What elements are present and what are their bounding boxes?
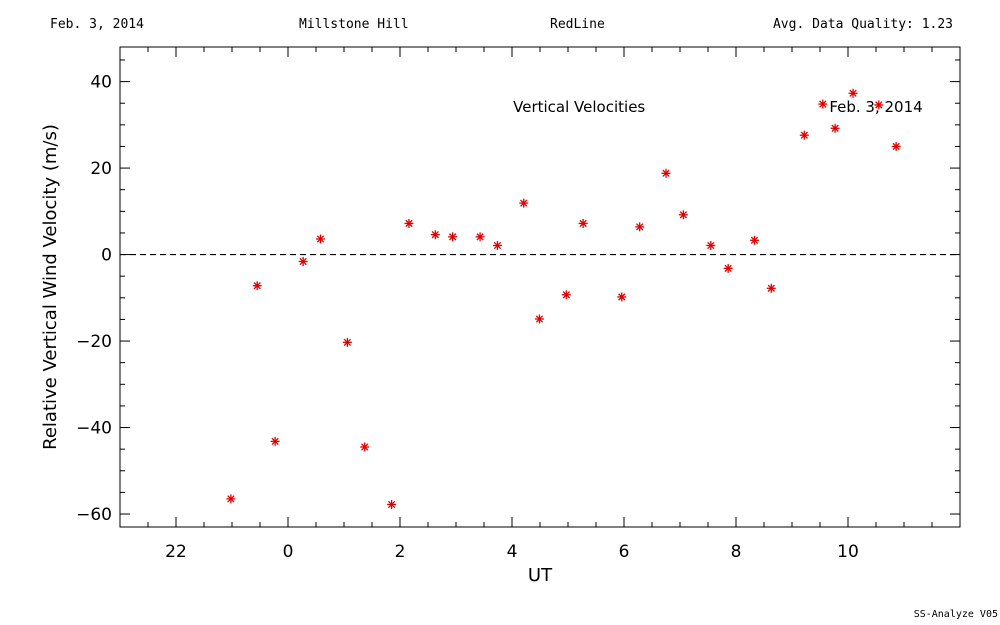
data-point — [226, 494, 236, 504]
x-tick-label: 2 — [395, 542, 406, 562]
data-point — [534, 314, 544, 324]
data-point — [723, 263, 733, 273]
x-tick-label: 4 — [507, 542, 518, 562]
data-point — [315, 234, 325, 244]
y-axis-label: Relative Vertical Wind Velocity (m/s) — [40, 124, 61, 450]
x-axis-label: UT — [528, 565, 553, 586]
data-point — [430, 230, 440, 240]
data-point — [342, 337, 352, 347]
data-point — [678, 210, 688, 220]
y-tick-label: 40 — [90, 73, 112, 93]
data-point — [766, 283, 776, 293]
data-point — [891, 141, 901, 151]
data-point — [818, 99, 828, 109]
y-tick-label: 0 — [101, 246, 112, 266]
data-point — [617, 292, 627, 302]
data-point — [830, 123, 840, 133]
data-point — [635, 222, 645, 232]
annotation-chart-date: Feb. 3, 2014 — [829, 98, 922, 116]
y-tick-label: 20 — [90, 159, 112, 179]
header-date: Feb. 3, 2014 — [50, 17, 144, 32]
data-point — [749, 235, 759, 245]
data-point — [252, 281, 262, 291]
x-tick-label: 8 — [731, 542, 742, 562]
data-point — [360, 442, 370, 452]
data-point — [661, 168, 671, 178]
software-version: SS-Analyze V05 — [913, 609, 998, 620]
x-tick-label: 10 — [837, 542, 859, 562]
header-site: Millstone Hill — [299, 17, 409, 32]
x-tick-label: 22 — [165, 542, 187, 562]
y-tick-label: −60 — [76, 505, 112, 525]
data-point — [799, 130, 809, 140]
data-point — [404, 218, 414, 228]
y-tick-label: −20 — [76, 332, 112, 352]
x-tick-label: 6 — [619, 542, 630, 562]
data-point — [387, 500, 397, 510]
data-point — [492, 240, 502, 250]
data-point — [448, 232, 458, 242]
plot-frame — [119, 46, 961, 528]
data-point — [270, 436, 280, 446]
data-point — [298, 256, 308, 266]
data-point — [578, 218, 588, 228]
header-filter: RedLine — [550, 17, 605, 32]
header-data-quality: Avg. Data Quality: 1.23 — [772, 17, 953, 32]
data-point — [848, 88, 858, 98]
data-point — [874, 100, 884, 110]
annotation-vertical-velocities: Vertical Velocities — [513, 98, 645, 116]
y-tick-label: −40 — [76, 419, 112, 439]
data-point — [561, 290, 571, 300]
data-point — [706, 240, 716, 250]
data-point — [519, 198, 529, 208]
data-point — [475, 232, 485, 242]
x-tick-label: 0 — [283, 542, 294, 562]
